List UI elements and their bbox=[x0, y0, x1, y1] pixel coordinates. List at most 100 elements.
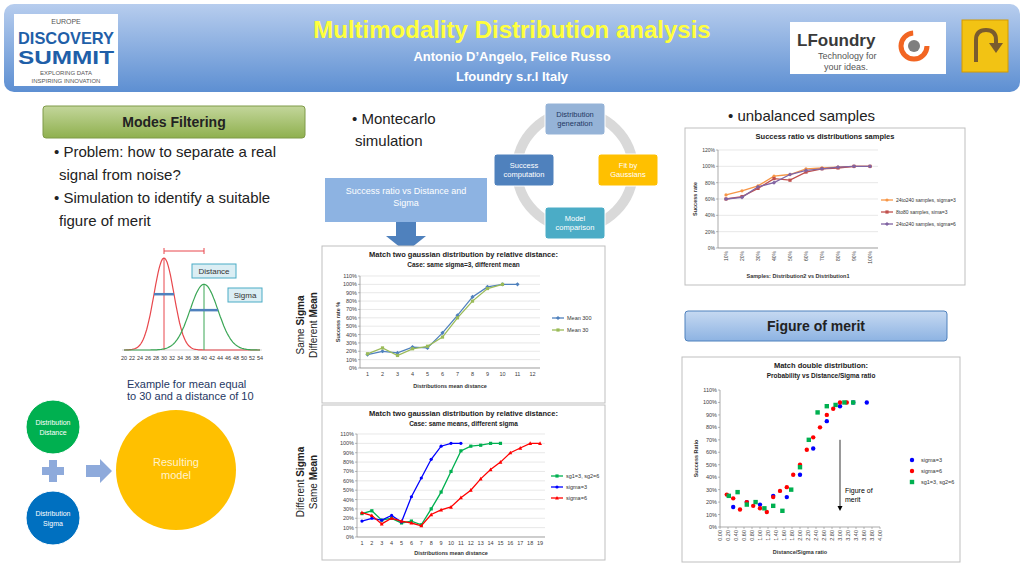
bullet-text: • Problem: how to separate a real bbox=[54, 143, 276, 160]
x-tick-label: 8 bbox=[471, 371, 474, 377]
y-tick-label: 60% bbox=[706, 449, 717, 455]
result-box bbox=[325, 178, 487, 222]
y-axis bbox=[357, 434, 358, 537]
data-point bbox=[479, 477, 483, 481]
data-point bbox=[419, 524, 423, 528]
data-point bbox=[815, 410, 819, 414]
y-tick-label: 20% bbox=[346, 348, 357, 354]
data-point bbox=[470, 295, 474, 299]
x-tick-label: 3.80 bbox=[869, 530, 875, 541]
chart-title: Success ratio vs distributions samples bbox=[756, 132, 895, 141]
axis-label: 54 bbox=[257, 355, 263, 361]
legend-label: 8to80 samples, sima=3 bbox=[896, 209, 948, 215]
tick-mark bbox=[800, 527, 801, 529]
authors: Antonio D’Angelo, Felice Russo bbox=[413, 49, 610, 64]
chart: Match double distribution:Probability vs… bbox=[682, 357, 960, 562]
data-point bbox=[738, 507, 742, 511]
legend-label: 24to240 samples, sigma=6 bbox=[896, 221, 956, 227]
side-label-part: Mean bbox=[308, 455, 319, 481]
tick-mark bbox=[864, 527, 865, 529]
event-logo-text: DISCOVERY bbox=[18, 29, 115, 48]
tick-mark bbox=[872, 527, 873, 529]
y-tick-label: 60% bbox=[705, 196, 716, 202]
tick-mark bbox=[736, 527, 737, 529]
y-tick-label: 20% bbox=[343, 515, 354, 521]
data-point bbox=[515, 282, 519, 286]
cycle-step-text: comparison bbox=[556, 223, 595, 232]
axis-label: 50 bbox=[241, 355, 247, 361]
x-tick-label: 17 bbox=[517, 540, 523, 546]
data-point bbox=[449, 505, 453, 509]
section-button bbox=[685, 311, 947, 341]
x-tick-label: 16 bbox=[507, 540, 513, 546]
mean-line bbox=[164, 258, 165, 350]
chart-title: Match two gaussian distribution by relat… bbox=[369, 250, 558, 259]
x-tick-label: 40% bbox=[771, 250, 777, 261]
y-tick-label: 40% bbox=[705, 212, 716, 218]
axis-label: 42 bbox=[209, 355, 215, 361]
cycle-step-text: Gaussians bbox=[610, 170, 646, 179]
legend-swatch bbox=[555, 485, 558, 488]
logo-icon bbox=[908, 40, 920, 52]
x-tick-label: 0.40 bbox=[733, 530, 739, 541]
grid-line bbox=[718, 182, 878, 183]
x-tick-label: 15 bbox=[497, 540, 503, 546]
x-tick-label: 1.00 bbox=[757, 530, 763, 541]
side-label-part: Sigma bbox=[295, 295, 306, 325]
axis-label: 30 bbox=[161, 355, 167, 361]
data-point bbox=[785, 485, 789, 489]
x-tick-label: 3.40 bbox=[853, 530, 859, 541]
y-tick-label: 100% bbox=[703, 399, 717, 405]
tick-mark bbox=[752, 527, 753, 529]
tick-mark bbox=[720, 527, 721, 529]
y-tick-label: 80% bbox=[346, 298, 357, 304]
y-tick-label: 100% bbox=[340, 440, 354, 446]
tick-mark bbox=[784, 527, 785, 529]
model-output-text: Resulting bbox=[153, 456, 199, 468]
series-line bbox=[726, 166, 870, 195]
x-tick-label: 7 bbox=[420, 540, 423, 546]
grid-line bbox=[357, 527, 545, 528]
chart-frame bbox=[322, 405, 605, 560]
data-point bbox=[851, 400, 855, 404]
x-tick-label: 70% bbox=[819, 250, 825, 261]
data-point bbox=[780, 509, 784, 513]
x-tick-label: 11 bbox=[515, 371, 521, 377]
data-point bbox=[758, 506, 762, 510]
axis-label: 24 bbox=[137, 355, 143, 361]
model-output-text: model bbox=[161, 469, 191, 481]
data-point bbox=[486, 287, 489, 290]
data-point bbox=[400, 519, 404, 523]
data-point bbox=[811, 435, 815, 439]
plus-sign bbox=[42, 467, 64, 475]
label-box bbox=[192, 264, 236, 278]
nav-button bbox=[962, 20, 1008, 72]
y-tick-label: 0% bbox=[349, 365, 357, 371]
tick-mark bbox=[792, 527, 793, 529]
chart-title: Match double distribution: bbox=[774, 361, 868, 370]
axis-label: 36 bbox=[185, 355, 191, 361]
y-tick-label: 70% bbox=[346, 306, 357, 312]
data-point bbox=[396, 354, 399, 357]
x-tick-label: 3.60 bbox=[861, 530, 867, 541]
series-line bbox=[726, 166, 870, 199]
y-tick-label: 80% bbox=[706, 424, 717, 430]
data-point bbox=[410, 521, 414, 525]
data-point bbox=[420, 476, 423, 479]
data-point bbox=[740, 195, 744, 199]
y-tick-label: 50% bbox=[706, 462, 717, 468]
x-tick-label: 5 bbox=[400, 540, 403, 546]
data-point bbox=[724, 197, 727, 200]
data-point bbox=[825, 419, 829, 423]
data-point bbox=[842, 400, 846, 404]
data-point bbox=[798, 472, 802, 476]
tick-mark bbox=[832, 527, 833, 529]
tick-mark bbox=[880, 527, 881, 529]
x-tick-label: 2.00 bbox=[797, 530, 803, 541]
data-point bbox=[727, 494, 731, 498]
chart: Match two gaussian distribution by relat… bbox=[322, 246, 605, 403]
company-logo-text: your ideas. bbox=[824, 62, 868, 72]
x-axis bbox=[718, 248, 878, 249]
axis-label: 48 bbox=[233, 355, 239, 361]
y-axis bbox=[360, 276, 361, 368]
